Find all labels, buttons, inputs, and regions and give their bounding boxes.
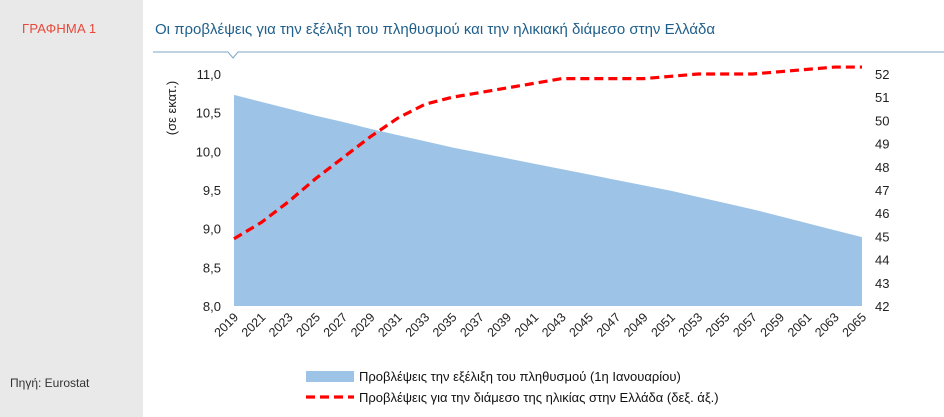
x-tick-label: 2045: [567, 310, 597, 340]
x-tick-label: 2041: [512, 310, 542, 340]
y-axis-label: (σε εκατ.): [164, 81, 179, 136]
y2-tick-label: 49: [875, 137, 889, 152]
y2-tick-label: 52: [875, 67, 889, 82]
y2-tick-label: 45: [875, 229, 889, 244]
x-tick-label: 2055: [703, 310, 733, 340]
y-tick-label: 11,0: [197, 67, 221, 82]
y-tick-label: 9,5: [203, 183, 221, 198]
x-tick-label: 2031: [375, 310, 405, 340]
y2-tick-label: 51: [875, 90, 889, 105]
legend-swatch-population: [306, 371, 354, 382]
x-tick-label: 2059: [758, 310, 788, 340]
y2-tick-label: 47: [875, 183, 889, 198]
x-tick-label: 2039: [485, 310, 515, 340]
x-tick-label: 2033: [403, 310, 433, 340]
source-note: Πηγή: Eurostat: [10, 376, 90, 390]
x-tick-label: 2057: [730, 310, 760, 340]
y-tick-label: 9,0: [203, 222, 221, 237]
title-underline: [153, 51, 944, 59]
x-tick-label: 2029: [348, 310, 378, 340]
y-tick-label: 10,5: [196, 106, 221, 121]
chart-title: Οι προβλέψεις για την εξέλιξη του πληθυσ…: [155, 21, 716, 38]
x-tick-label: 2019: [212, 310, 242, 340]
x-tick-label: 2021: [239, 310, 269, 340]
x-tick-label: 2063: [812, 310, 842, 340]
median-age-line: [233, 65, 862, 241]
y2-tick-label: 50: [875, 113, 889, 128]
x-tick-label: 2035: [430, 310, 460, 340]
x-tick-label: 2027: [321, 310, 351, 340]
y-tick-label: 10,0: [196, 144, 221, 159]
y2-tick-label: 44: [875, 253, 889, 268]
x-tick-label: 2051: [648, 310, 678, 340]
chart-panel: Οι προβλέψεις για την εξέλιξη του πληθυσ…: [143, 0, 944, 417]
y2-tick-label: 46: [875, 206, 889, 221]
left-column: ΓΡΑΦΗΜΑ 1 Πηγή: Eurostat: [0, 0, 143, 417]
x-tick-label: 2023: [266, 310, 296, 340]
x-tick-label: 2025: [293, 310, 323, 340]
figure-label: ΓΡΑΦΗΜΑ 1: [22, 21, 97, 36]
y2-tick-label: 43: [875, 276, 889, 291]
x-tick-label: 2061: [785, 310, 815, 340]
chart-svg: 8,0 8,5 9,0 9,5 10,0 10,5 11,0 42 43 44 45 46 47 48 49…: [153, 51, 944, 405]
population-area: [234, 94, 862, 306]
x-tick-label: 2037: [457, 310, 487, 340]
x-tick-label: 2065: [840, 310, 870, 340]
legend-label-median-age: Προβλέψεις για την διάμεσο της ηλικίας σ…: [359, 390, 719, 405]
legend-label-population: Προβλέψεις την εξέλιξη του πληθυσμού (1η…: [359, 369, 681, 384]
x-tick-label: 2049: [621, 310, 651, 340]
y-tick-label: 8,0: [203, 299, 221, 314]
x-tick-label: 2053: [676, 310, 706, 340]
x-tick-label: 2047: [594, 310, 624, 340]
y2-tick-label: 48: [875, 160, 889, 175]
y2-tick-label: 42: [875, 299, 889, 314]
x-tick-label: 2043: [539, 310, 569, 340]
y-tick-label: 8,5: [203, 260, 221, 275]
